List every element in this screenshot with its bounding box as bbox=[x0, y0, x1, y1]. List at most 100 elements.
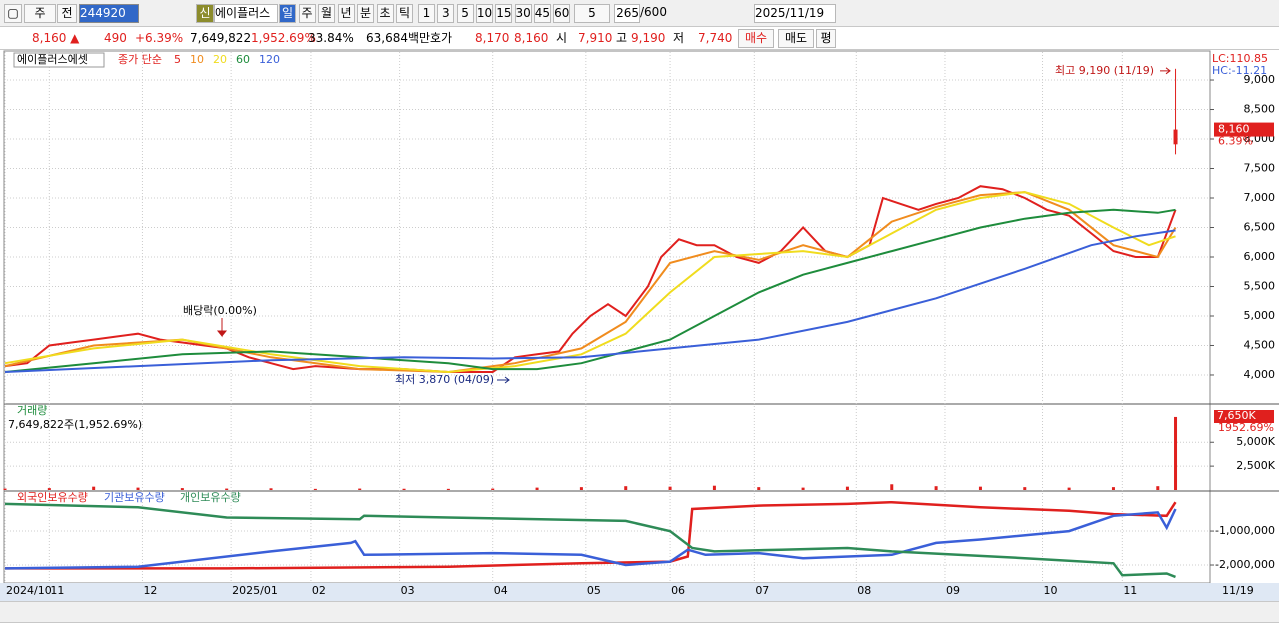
legend-entry: 120 bbox=[259, 53, 280, 66]
toolbar-button[interactable]: 3 bbox=[437, 4, 455, 23]
volume-bar bbox=[402, 488, 406, 490]
x-tick-label: 09 bbox=[946, 584, 960, 597]
toolbar-button[interactable]: 30 bbox=[514, 4, 532, 23]
volume-bar bbox=[890, 484, 894, 490]
volume-bar bbox=[3, 488, 7, 490]
toolbar-button[interactable]: 45 bbox=[533, 4, 551, 23]
y-tick-label: 2,500K bbox=[1236, 459, 1275, 472]
y-tick-label: 7,500 bbox=[1244, 162, 1276, 175]
prev-button[interactable]: 전 bbox=[57, 4, 77, 23]
y-tick-label: 6,500 bbox=[1244, 221, 1276, 234]
volume-bar bbox=[624, 486, 628, 490]
volume-bar bbox=[1023, 487, 1027, 490]
volume-bar bbox=[225, 488, 229, 490]
volume-bar bbox=[1174, 416, 1178, 490]
date-input[interactable]: 2025/11/19 bbox=[754, 4, 836, 23]
volume-bar bbox=[978, 486, 982, 490]
volume-bar bbox=[136, 487, 140, 490]
toolbar-button[interactable]: 초 bbox=[376, 4, 394, 23]
volume-bar bbox=[1067, 487, 1071, 490]
toolbar-button[interactable]: 15 bbox=[495, 4, 513, 23]
volume-bar bbox=[47, 488, 51, 490]
x-tick-label: 11 bbox=[50, 584, 64, 597]
x-tick-label: 03 bbox=[401, 584, 415, 597]
toolbar-button[interactable]: 일 bbox=[279, 4, 296, 23]
code-input[interactable]: 244920 bbox=[79, 4, 139, 23]
series-line bbox=[4, 508, 1177, 570]
legend-entry: 60 bbox=[236, 53, 250, 66]
avg-button[interactable]: 평 bbox=[816, 29, 836, 48]
y-tick-label: 5,000K bbox=[1236, 435, 1275, 448]
y-tick-label: 5,500 bbox=[1244, 279, 1276, 292]
scrollbar[interactable] bbox=[0, 601, 1279, 623]
toolbar-button[interactable]: 60 bbox=[553, 4, 571, 23]
new-badge[interactable]: 신 bbox=[196, 4, 214, 23]
minute-select[interactable]: 5 bbox=[574, 4, 610, 23]
volume-bar bbox=[92, 486, 96, 490]
x-tick-label: 05 bbox=[587, 584, 601, 597]
change-pct: +6.39% bbox=[135, 31, 184, 45]
toolbar-button[interactable]: 틱 bbox=[396, 4, 413, 23]
period-select[interactable]: 주 bbox=[24, 4, 56, 23]
count-input[interactable]: 265 bbox=[614, 4, 640, 23]
low-label: 저 bbox=[673, 31, 685, 45]
volume-bar bbox=[1111, 487, 1115, 490]
toolbar-button[interactable]: 5 bbox=[456, 4, 474, 23]
quote-label: 호가 bbox=[430, 31, 453, 45]
last-pct: 6.39% bbox=[1218, 135, 1253, 148]
x-tick-label: 02 bbox=[312, 584, 326, 597]
volume-pct: 1952.69% bbox=[1218, 421, 1274, 434]
y-tick-label: 8,500 bbox=[1244, 103, 1276, 116]
count-max: /600 bbox=[640, 5, 667, 19]
toolbar-button[interactable]: 1 bbox=[418, 4, 435, 23]
volume-bar bbox=[668, 486, 672, 490]
stock-name: 에이플러스 bbox=[214, 4, 278, 23]
volume: 7,649,822 bbox=[190, 31, 252, 45]
toolbar-button[interactable]: 주 bbox=[298, 4, 316, 23]
toolbar-button[interactable]: 10 bbox=[475, 4, 493, 23]
y-tick-label: 7,000 bbox=[1244, 191, 1276, 204]
low: 7,740 bbox=[698, 31, 733, 45]
open-label: 시 bbox=[556, 31, 568, 45]
change: 490 bbox=[104, 31, 127, 45]
ask: 8,170 bbox=[475, 31, 510, 45]
y-tick-label: 6,000 bbox=[1244, 250, 1276, 263]
legend-entry: 20 bbox=[213, 53, 227, 66]
volume-summary: 7,649,822주(1,952.69%) bbox=[8, 418, 142, 431]
high-label: 고 bbox=[616, 31, 628, 45]
series-line bbox=[4, 502, 1176, 579]
y-tick-label: 4,500 bbox=[1244, 338, 1276, 351]
series-line bbox=[4, 208, 1176, 373]
x-last-date: 11/19 bbox=[1222, 584, 1254, 597]
series-line bbox=[4, 229, 1176, 373]
y-tick-label: -2,000,000 bbox=[1215, 558, 1275, 571]
series-line bbox=[4, 191, 1176, 374]
volume-bar bbox=[757, 487, 761, 490]
lc-label: LC:110.85 bbox=[1212, 52, 1268, 65]
toolbar-button[interactable]: 년 bbox=[337, 4, 355, 23]
legend-entry: 5 bbox=[174, 53, 181, 66]
low-note: 최저 3,870 (04/09) bbox=[395, 373, 494, 386]
dividend-note: 배당락(0.00%) bbox=[183, 304, 257, 317]
volume-last: 7,650K bbox=[1217, 409, 1256, 422]
toolbar-button[interactable]: 월 bbox=[318, 4, 335, 23]
volume-bar bbox=[313, 488, 317, 490]
quote-bar: 8,160 ▲ 490 +6.39% 7,649,822 1,952.69% 3… bbox=[0, 27, 1279, 50]
volume-bar bbox=[801, 487, 805, 490]
legend-entry: 10 bbox=[190, 53, 204, 66]
volume-bar bbox=[491, 488, 495, 490]
last-price: 8,160 bbox=[1218, 123, 1250, 136]
legend-label: 종가 단순 bbox=[118, 53, 162, 66]
toolbar-button[interactable]: 분 bbox=[357, 4, 374, 23]
high: 9,190 bbox=[631, 31, 666, 45]
open: 7,910 bbox=[578, 31, 613, 45]
sell-button[interactable]: 매도 bbox=[778, 29, 814, 48]
y-tick-label: 5,000 bbox=[1244, 309, 1276, 322]
buy-button[interactable]: 매수 bbox=[738, 29, 774, 48]
x-tick-label: 04 bbox=[494, 584, 508, 597]
volume-bar bbox=[712, 485, 716, 490]
menu-icon[interactable]: ▢ bbox=[4, 4, 22, 23]
arrow bbox=[216, 318, 228, 338]
